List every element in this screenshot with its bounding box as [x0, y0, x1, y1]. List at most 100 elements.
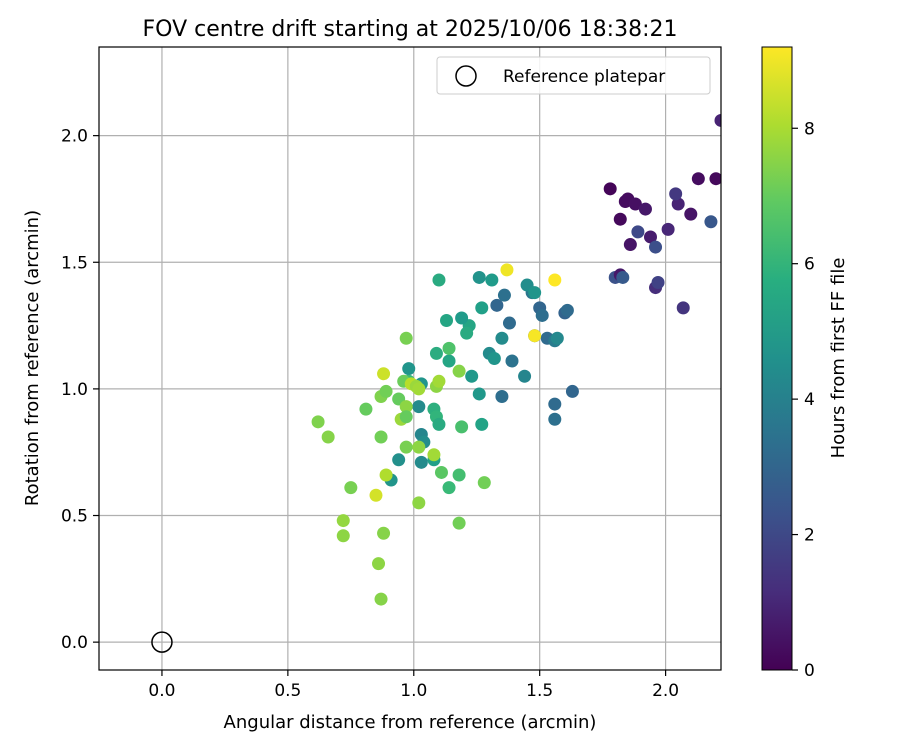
scatter-point	[528, 329, 542, 343]
legend-marker-icon	[455, 65, 477, 87]
scatter-point	[414, 455, 428, 469]
scatter-point	[379, 384, 393, 398]
scatter-point	[344, 481, 358, 495]
scatter-point	[548, 273, 562, 287]
colorbar-tick-label: 0	[804, 661, 815, 681]
scatter-point	[616, 270, 630, 284]
scatter-point	[638, 202, 652, 216]
scatter-point	[434, 465, 448, 479]
scatter-point	[440, 314, 454, 328]
colorbar-tick-label: 2	[804, 526, 815, 546]
scatter-point	[643, 230, 657, 244]
grid	[99, 47, 721, 670]
scatter-point	[455, 311, 469, 325]
plot-frame	[98, 46, 722, 671]
y-tick-label: 1.5	[61, 253, 88, 273]
scatter-point	[495, 389, 509, 403]
chart-title: FOV centre drift starting at 2025/10/06 …	[143, 17, 678, 42]
scatter-point	[709, 172, 721, 186]
scatter-point	[714, 113, 721, 127]
scatter-point	[399, 440, 413, 454]
x-tick-label: 1.0	[400, 681, 427, 701]
colorbar-tick-label: 8	[804, 119, 815, 139]
scatter-point	[472, 387, 486, 401]
scatter-point	[392, 453, 406, 467]
reference-platepar-marker	[151, 631, 173, 653]
scatter-point	[490, 298, 504, 312]
x-tick-label: 1.5	[526, 681, 553, 701]
scatter-point	[500, 263, 514, 277]
legend: Reference platepar	[436, 56, 711, 95]
scatter-point	[661, 222, 675, 236]
scatter-point	[565, 384, 579, 398]
scatter-point	[535, 308, 549, 322]
scatter-point	[432, 273, 446, 287]
scatter-point	[359, 402, 373, 416]
scatter-point	[472, 270, 486, 284]
x-axis-ticks: 0.0 0.5 1.0 1.5 2.0	[148, 670, 679, 701]
scatter-point	[502, 316, 516, 330]
scatter-point	[412, 496, 426, 510]
scatter-point	[704, 215, 718, 229]
scatter-point	[336, 529, 350, 543]
x-tick-label: 2.0	[652, 681, 679, 701]
scatter-point	[399, 410, 413, 424]
scatter-point	[676, 301, 690, 315]
scatter-point	[374, 592, 388, 606]
scatter-point	[651, 276, 665, 290]
scatter-point	[452, 364, 466, 378]
scatter-point	[628, 197, 642, 211]
scatter-point	[684, 207, 698, 221]
scatter-point	[377, 526, 391, 540]
scatter-point	[442, 354, 456, 368]
scatter-point	[485, 273, 499, 287]
scatter-point	[402, 362, 416, 376]
legend-box	[436, 56, 711, 95]
scatter-point	[455, 420, 469, 434]
scatter-point	[399, 331, 413, 345]
colorbar-tick-label: 4	[804, 390, 815, 410]
scatter-point	[427, 448, 441, 462]
colorbar-gradient	[761, 46, 793, 671]
scatter-point	[623, 238, 637, 252]
y-tick-label: 0.5	[61, 507, 88, 527]
scatter-point	[631, 225, 645, 239]
scatter-point	[442, 481, 456, 495]
scatter-point	[429, 346, 443, 360]
x-tick-label: 0.5	[274, 681, 301, 701]
scatter-point	[497, 288, 511, 302]
x-axis-label: Angular distance from reference (arcmin)	[224, 712, 597, 733]
colorbar-ticks: 0 2 4 6 8	[792, 119, 815, 681]
scatter-point	[369, 488, 383, 502]
scatter-point	[528, 286, 542, 300]
colorbar-tick-label: 6	[804, 255, 815, 275]
scatter-point	[518, 369, 532, 383]
scatter-point	[548, 397, 562, 411]
scatter-point	[465, 369, 479, 383]
y-tick-label: 1.0	[61, 380, 88, 400]
scatter-point	[321, 430, 335, 444]
scatter-point	[477, 476, 491, 490]
scatter-point	[377, 367, 391, 381]
scatter-point	[412, 400, 426, 414]
scatter-point	[432, 374, 446, 388]
scatter-point	[505, 354, 519, 368]
legend-entry-reference-platepar: Reference platepar	[503, 67, 665, 87]
scatter-point	[548, 412, 562, 426]
scatter-point	[550, 331, 564, 345]
scatter-point	[372, 557, 386, 571]
scatter-point	[475, 417, 489, 431]
colorbar-label: Hours from first FF file	[828, 258, 849, 459]
scatter-point	[442, 341, 456, 355]
scatter-point	[669, 187, 683, 201]
y-tick-label: 0.0	[61, 633, 88, 653]
scatter-point	[475, 301, 489, 315]
scatter-point	[487, 352, 501, 365]
scatter-point	[412, 382, 426, 396]
scatter-point	[560, 303, 574, 317]
scatter-point	[603, 182, 617, 196]
scatter-point	[311, 415, 325, 429]
scatter-point	[452, 516, 466, 530]
scatter-point	[691, 172, 705, 186]
